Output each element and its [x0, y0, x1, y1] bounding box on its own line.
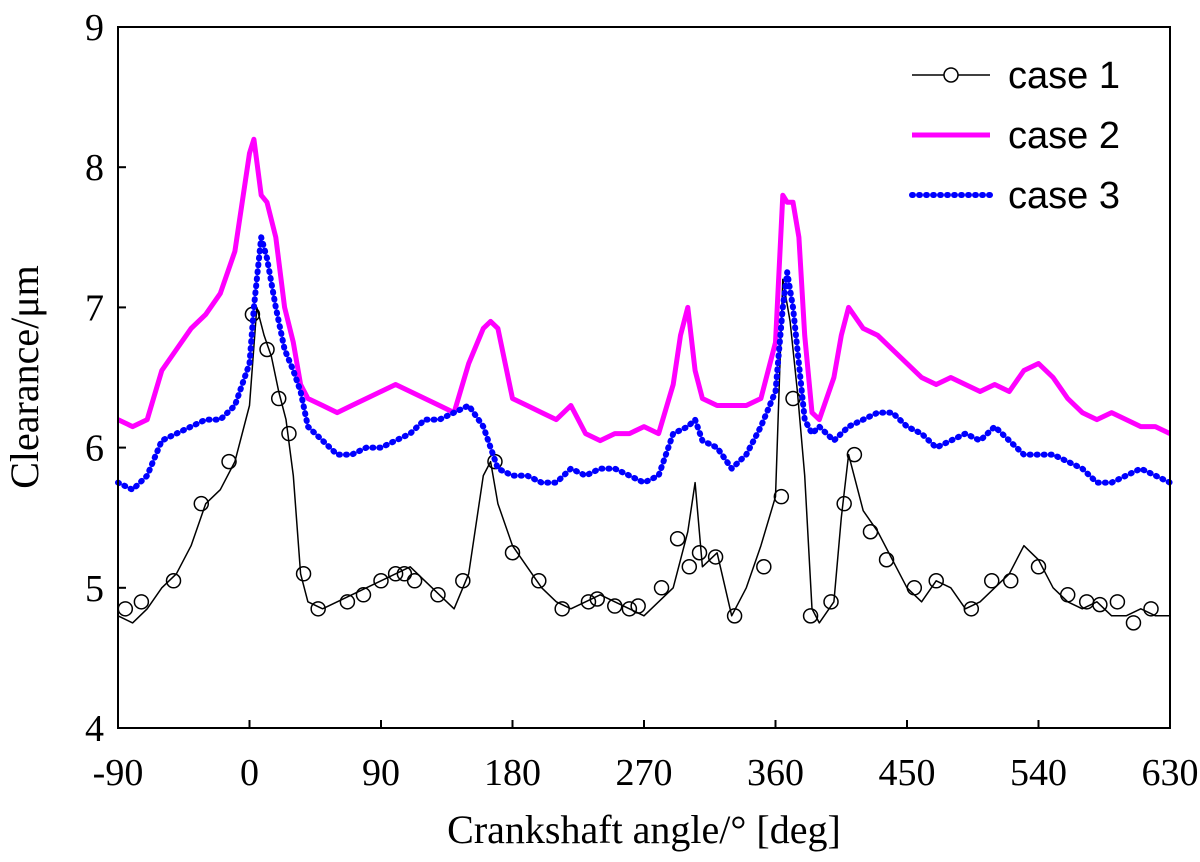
data-point-marker: [221, 453, 237, 470]
data-point-marker: [133, 594, 150, 610]
series-line-case-1: [117, 278, 1170, 624]
data-point-marker: [1059, 587, 1076, 603]
legend-label: case 3: [1008, 175, 1120, 217]
data-point-marker: [1109, 594, 1126, 610]
x-tick-label: 0: [240, 752, 259, 794]
data-point-marker: [589, 591, 605, 607]
data-point-marker: [846, 446, 863, 463]
x-tick-label: -90: [93, 752, 144, 794]
data-point-marker: [531, 573, 547, 589]
data-point-marker: [259, 341, 275, 358]
data-point-marker: [373, 573, 389, 589]
y-tick-label: 5: [85, 568, 104, 610]
data-point-marker: [823, 594, 839, 610]
series-line-case-3: [115, 234, 1173, 493]
data-point-marker: [681, 559, 698, 575]
x-tick-label: 180: [484, 752, 541, 794]
data-point-marker: [1092, 596, 1108, 613]
data-point-marker: [862, 523, 879, 540]
data-point-marker: [963, 601, 980, 617]
data-point-marker: [504, 545, 521, 561]
data-point-marker: [983, 573, 1000, 589]
legend-marker: [943, 67, 959, 83]
data-point-marker: [1125, 615, 1142, 631]
data-point-marker: [430, 587, 446, 603]
data-point-marker: [878, 552, 895, 568]
plot-area: [115, 136, 1173, 631]
data-point-marker: [756, 559, 772, 575]
y-tick-label: 8: [85, 147, 104, 189]
y-tick-label: 4: [85, 708, 104, 750]
data-point-marker: [554, 601, 570, 617]
data-point-marker: [339, 594, 356, 610]
data-point-marker: [1143, 601, 1159, 617]
legend-label: case 2: [1008, 115, 1120, 157]
x-tick-label: 270: [616, 752, 673, 794]
data-point-marker: [580, 594, 597, 610]
y-tick-label: 7: [85, 287, 104, 329]
data-point-marker: [906, 580, 923, 596]
data-point-marker: [117, 601, 134, 617]
x-tick-label: 450: [879, 752, 936, 794]
series-line-case-2: [116, 136, 1172, 444]
data-point-marker: [1002, 573, 1019, 589]
data-point-marker: [726, 608, 743, 624]
data-point-marker: [607, 598, 623, 614]
data-point-marker: [669, 530, 686, 547]
data-point-marker: [1030, 559, 1047, 575]
x-tick-label: 540: [1010, 752, 1067, 794]
legend-label: case 1: [1008, 55, 1120, 97]
legend: case 1 case 2 case 3: [909, 55, 1120, 217]
y-tick-label: 9: [85, 7, 104, 49]
data-point-marker: [802, 608, 819, 624]
data-point-marker: [387, 566, 404, 582]
y-axis-title: Clearance/μm: [2, 265, 47, 489]
data-point-marker: [691, 545, 708, 561]
data-point-marker: [773, 488, 790, 505]
data-point-marker: [630, 598, 646, 614]
x-tick-label: 630: [1142, 752, 1199, 794]
data-point-marker: [836, 495, 852, 512]
data-point-marker: [621, 601, 638, 617]
data-point-marker: [406, 573, 423, 589]
data-point-marker: [355, 587, 372, 603]
data-point-marker: [928, 573, 944, 589]
data-point-marker: [310, 601, 326, 617]
data-point-marker: [707, 549, 724, 565]
data-point-marker: [295, 566, 312, 582]
y-tick-label: 6: [85, 428, 104, 470]
data-point-marker: [193, 495, 210, 512]
x-tick-label: 90: [362, 752, 400, 794]
data-point-marker: [653, 580, 670, 596]
data-point-marker: [165, 573, 182, 589]
x-axis-title: Crankshaft angle/° [deg]: [447, 807, 841, 852]
data-point-marker: [281, 425, 297, 442]
data-point-marker: [270, 390, 287, 407]
axis-ticks: -90 0 90 180 270 360 450 540 630 4 5 6 7 8 9: [85, 7, 1199, 794]
data-point-marker: [455, 573, 471, 589]
x-tick-label: 360: [747, 752, 804, 794]
